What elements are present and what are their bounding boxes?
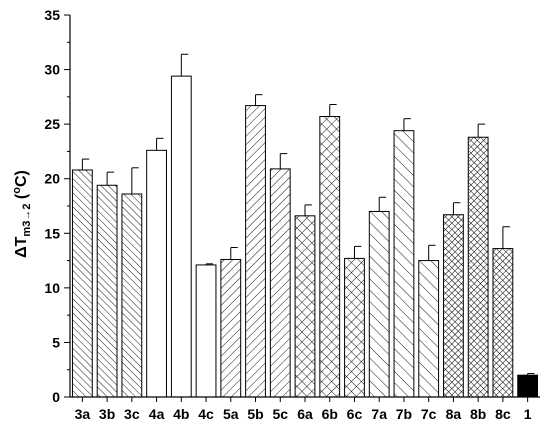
x-tick-label-6b: 6b [322, 406, 338, 422]
x-tick-label-8a: 8a [446, 406, 462, 422]
x-tick-label-7c: 7c [421, 406, 437, 422]
y-tick-label-5: 5 [52, 334, 60, 350]
error-bar-4a [156, 137, 164, 151]
x-tick-label-4c: 4c [198, 406, 214, 422]
error-bar-4c [205, 263, 213, 265]
x-tick-label-4b: 4b [173, 406, 189, 422]
error-bars-group [81, 53, 535, 376]
error-bar-3c [131, 167, 139, 194]
x-tick-label-5c: 5c [272, 406, 288, 422]
bar-5c [269, 168, 291, 398]
y-tick-label-15: 15 [44, 225, 60, 241]
x-tick-label-3a: 3a [75, 406, 91, 422]
bar-5a [220, 258, 242, 398]
y-tick-label-10: 10 [44, 280, 60, 296]
bar-8b [467, 136, 489, 398]
bar-8c [492, 248, 514, 398]
y-tick-label-0: 0 [52, 389, 60, 405]
x-tick-label-8b: 8b [470, 406, 486, 422]
x-tick-label-3b: 3b [99, 406, 115, 422]
y-axis-title: ΔTm3→2 (oC) [11, 170, 33, 258]
x-tick-label-7a: 7a [371, 406, 387, 422]
x-tick-label-7b: 7b [396, 406, 412, 422]
bar-3c [121, 193, 143, 398]
bar-8a [443, 214, 464, 398]
bars-group [71, 75, 539, 398]
bar-6a [294, 215, 316, 398]
error-bar-7c [428, 244, 436, 261]
bar-4a [146, 149, 167, 398]
error-bar-7b [403, 118, 411, 131]
y-axis-title-end: C) [13, 170, 30, 187]
y-axis-title-sub: m3→2 [21, 204, 33, 237]
error-bar-6b [329, 103, 337, 117]
svg-text:ΔTm3→2 (oC): ΔTm3→2 (oC) [11, 170, 33, 258]
error-bar-1 [527, 373, 535, 376]
y-axis-title-unit: ( [13, 193, 30, 203]
y-tick-label-35: 35 [44, 7, 60, 23]
error-bar-3a [81, 158, 90, 170]
y-axis-title-main: ΔT [13, 236, 30, 258]
bar-7a [368, 210, 390, 398]
error-bar-7a [378, 196, 387, 212]
x-tick-label-5a: 5a [223, 406, 239, 422]
error-bar-8b [477, 123, 486, 138]
x-ticks-group: 3a 3b 3c 4a 4b 4c 5a 5b 5c 6a 6b 6c 7a 7b 7c 8a 8b 8c 1 [75, 397, 532, 422]
error-bar-6c [353, 245, 362, 259]
x-tick-label-4a: 4a [149, 406, 165, 422]
error-bar-4b [180, 53, 189, 77]
x-tick-label-8c: 8c [495, 406, 511, 422]
error-bar-8a [452, 202, 461, 215]
bar-3b [96, 184, 118, 398]
bar-7b [393, 130, 415, 398]
bar-6b [319, 116, 341, 398]
x-tick-label-5b: 5b [247, 406, 263, 422]
bar-5b [245, 105, 266, 398]
y-axis-title-sup: o [11, 187, 23, 194]
error-bar-5b [255, 94, 263, 106]
x-tick-label-3c: 3c [124, 406, 140, 422]
bar-1 [517, 374, 539, 398]
error-bar-5c [279, 153, 288, 169]
error-bar-8c [502, 226, 510, 249]
x-tick-label-6c: 6c [347, 406, 363, 422]
y-ticks-group: 0 5 10 15 20 25 30 35 [44, 7, 70, 405]
bar-4c [195, 264, 217, 398]
y-tick-label-20: 20 [44, 171, 60, 187]
error-bar-5a [230, 246, 238, 260]
bar-3a [71, 169, 93, 398]
error-bar-6a [304, 204, 312, 216]
y-tick-label-30: 30 [44, 62, 60, 78]
x-tick-label-6a: 6a [297, 406, 313, 422]
bar-7c [418, 260, 440, 398]
y-tick-label-25: 25 [44, 116, 60, 132]
bar-6c [344, 257, 365, 398]
error-bar-3b [106, 171, 115, 186]
bar-4b [170, 75, 192, 398]
x-tick-label-1: 1 [524, 406, 532, 422]
